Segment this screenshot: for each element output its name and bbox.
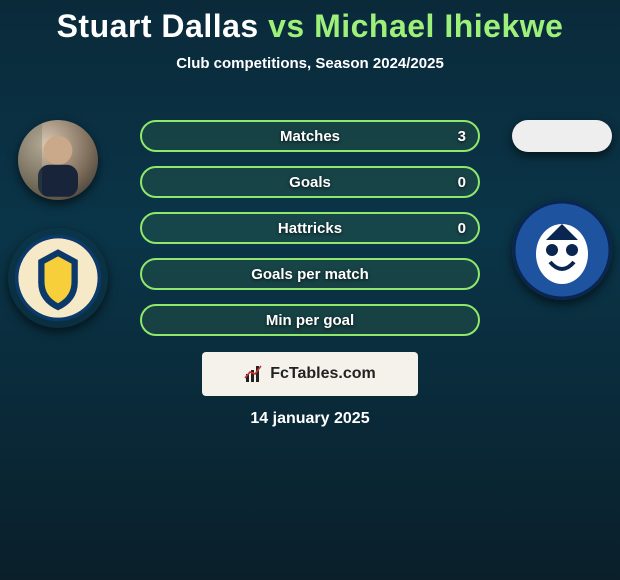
stat-value-right: 0 — [458, 220, 466, 237]
subtitle: Club competitions, Season 2024/2025 — [0, 55, 620, 72]
brand-box: FcTables.com — [202, 352, 418, 396]
title-player2: Michael Ihiekwe — [314, 8, 563, 44]
person-icon — [18, 120, 98, 200]
stat-row: Hattricks0 — [140, 212, 480, 244]
stat-row: Min per goal — [140, 304, 480, 336]
bar-chart-icon — [244, 364, 264, 384]
player2-avatar — [512, 120, 612, 152]
title-player1: Stuart Dallas — [57, 8, 259, 44]
stat-value-right: 3 — [458, 128, 466, 145]
stat-row: Matches3 — [140, 120, 480, 152]
stat-label: Matches — [142, 128, 478, 145]
card: Stuart Dallas vs Michael Ihiekwe Club co… — [0, 0, 620, 580]
player1-avatar — [18, 120, 98, 200]
shield-icon — [13, 233, 103, 323]
page-title: Stuart Dallas vs Michael Ihiekwe — [0, 0, 620, 45]
left-column — [8, 120, 108, 328]
player2-club-badge — [512, 200, 612, 300]
stat-label: Goals — [142, 174, 478, 191]
brand-text: FcTables.com — [270, 365, 376, 383]
title-vs: vs — [268, 8, 305, 44]
owl-badge-icon — [512, 200, 612, 300]
stat-label: Min per goal — [142, 312, 478, 329]
stat-row: Goals per match — [140, 258, 480, 290]
stat-label: Hattricks — [142, 220, 478, 237]
stat-row: Goals0 — [140, 166, 480, 198]
stat-value-right: 0 — [458, 174, 466, 191]
stat-label: Goals per match — [142, 266, 478, 283]
right-column — [512, 120, 612, 300]
player1-club-badge — [8, 228, 108, 328]
date-text: 14 january 2025 — [0, 410, 620, 428]
stat-list: Matches3Goals0Hattricks0Goals per matchM… — [140, 120, 480, 336]
